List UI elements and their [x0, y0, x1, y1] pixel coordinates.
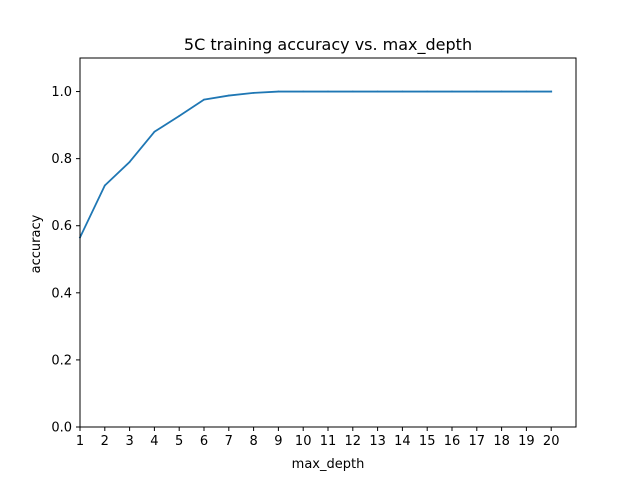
- data-point: [153, 130, 156, 133]
- data-point: [351, 90, 354, 93]
- x-tick-label: 5: [175, 434, 183, 449]
- plot-frame: [79, 57, 577, 428]
- x-tick-label: 7: [225, 434, 233, 449]
- x-tick-label: 19: [518, 434, 535, 449]
- series-line-accuracy: [78, 90, 553, 239]
- data-point: [227, 94, 230, 97]
- data-point: [103, 184, 106, 187]
- data-point: [475, 90, 478, 93]
- data-point: [178, 115, 181, 117]
- y-tick-label: 0.8: [51, 152, 72, 167]
- x-tick-label: 2: [101, 434, 109, 449]
- data-point: [128, 161, 131, 163]
- data-point: [401, 90, 404, 93]
- y-tick-label: 0.2: [51, 353, 72, 368]
- x-tick-label: 9: [274, 434, 282, 449]
- data-point: [550, 90, 553, 93]
- x-tick-label: 14: [394, 434, 411, 449]
- y-tick-label: 0.6: [51, 219, 72, 234]
- data-point: [277, 90, 280, 93]
- data-point: [451, 90, 453, 93]
- x-tick-label: 3: [125, 434, 133, 449]
- x-tick-label: 11: [320, 434, 337, 449]
- x-tick-label: 13: [369, 434, 386, 449]
- y-tick-label: 1.0: [51, 85, 72, 100]
- x-axis-label: max_depth: [292, 457, 365, 472]
- data-point: [252, 91, 255, 94]
- y-tick-label: 0.0: [51, 421, 72, 436]
- x-tick-label: 6: [200, 434, 208, 449]
- data-point: [327, 90, 329, 93]
- data-point: [525, 90, 528, 93]
- x-tick-label: 8: [249, 434, 257, 449]
- series-layer: [78, 90, 553, 239]
- x-tick-label: 16: [444, 434, 461, 449]
- data-point: [302, 90, 305, 93]
- x-tick-label: 17: [469, 434, 486, 449]
- chart-title: 5C training accuracy vs. max_depth: [184, 35, 472, 55]
- data-point: [376, 90, 379, 93]
- x-tick-label: 1: [76, 434, 84, 449]
- data-point: [500, 90, 503, 93]
- x-tick-label: 10: [295, 434, 312, 449]
- x-tick-label: 20: [543, 434, 560, 449]
- data-point: [203, 98, 205, 101]
- y-axis-label: accuracy: [29, 214, 44, 273]
- y-tick-label: 0.4: [51, 286, 72, 301]
- x-tick-label: 4: [150, 434, 158, 449]
- x-tick-label: 12: [345, 434, 362, 449]
- x-tick-label: 18: [493, 434, 510, 449]
- axes-ticks: 1 2 3 4 5 6 7 8 9 10 11 12 13 14 15 16 17 18 19 200.00.20.4…: [51, 85, 559, 449]
- data-point: [426, 90, 429, 93]
- x-tick-label: 15: [419, 434, 436, 449]
